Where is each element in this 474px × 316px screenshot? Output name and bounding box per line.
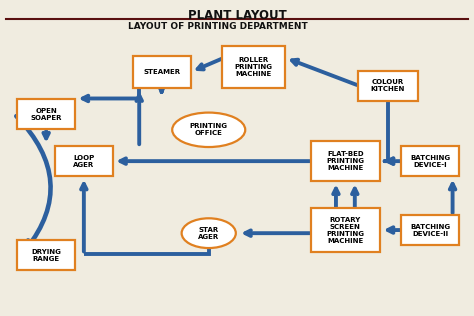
FancyArrowPatch shape: [16, 116, 51, 249]
Text: DRYING
RANGE: DRYING RANGE: [31, 249, 61, 262]
Text: BATCHING
DEVICE-I: BATCHING DEVICE-I: [410, 155, 450, 167]
Text: PLANT LAYOUT: PLANT LAYOUT: [188, 9, 286, 22]
Text: LAYOUT OF PRINTING DEPARTMENT: LAYOUT OF PRINTING DEPARTMENT: [128, 22, 308, 31]
FancyBboxPatch shape: [401, 146, 459, 176]
Text: LOOP
AGER: LOOP AGER: [73, 155, 94, 167]
Text: PRINTING
OFFICE: PRINTING OFFICE: [190, 123, 228, 136]
Text: STEAMER: STEAMER: [143, 69, 180, 75]
FancyBboxPatch shape: [401, 215, 459, 246]
FancyBboxPatch shape: [133, 56, 191, 88]
Text: ROLLER
PRINTING
MACHINE: ROLLER PRINTING MACHINE: [235, 57, 273, 77]
FancyBboxPatch shape: [357, 70, 418, 101]
FancyBboxPatch shape: [17, 240, 75, 270]
FancyBboxPatch shape: [17, 99, 75, 130]
FancyBboxPatch shape: [55, 146, 113, 176]
Ellipse shape: [172, 112, 245, 147]
Ellipse shape: [182, 218, 236, 248]
Text: COLOUR
KITCHEN: COLOUR KITCHEN: [371, 79, 405, 93]
Text: BATCHING
DEVICE-II: BATCHING DEVICE-II: [410, 223, 450, 237]
FancyBboxPatch shape: [310, 209, 380, 252]
FancyBboxPatch shape: [222, 46, 285, 88]
Text: ROTARY
SCREEN
PRINTING
MACHINE: ROTARY SCREEN PRINTING MACHINE: [327, 216, 365, 244]
FancyBboxPatch shape: [310, 141, 380, 181]
Text: OPEN
SOAPER: OPEN SOAPER: [30, 108, 62, 121]
Text: STAR
AGER: STAR AGER: [198, 227, 219, 240]
Text: FLAT-BED
PRINTING
MACHINE: FLAT-BED PRINTING MACHINE: [327, 151, 365, 171]
